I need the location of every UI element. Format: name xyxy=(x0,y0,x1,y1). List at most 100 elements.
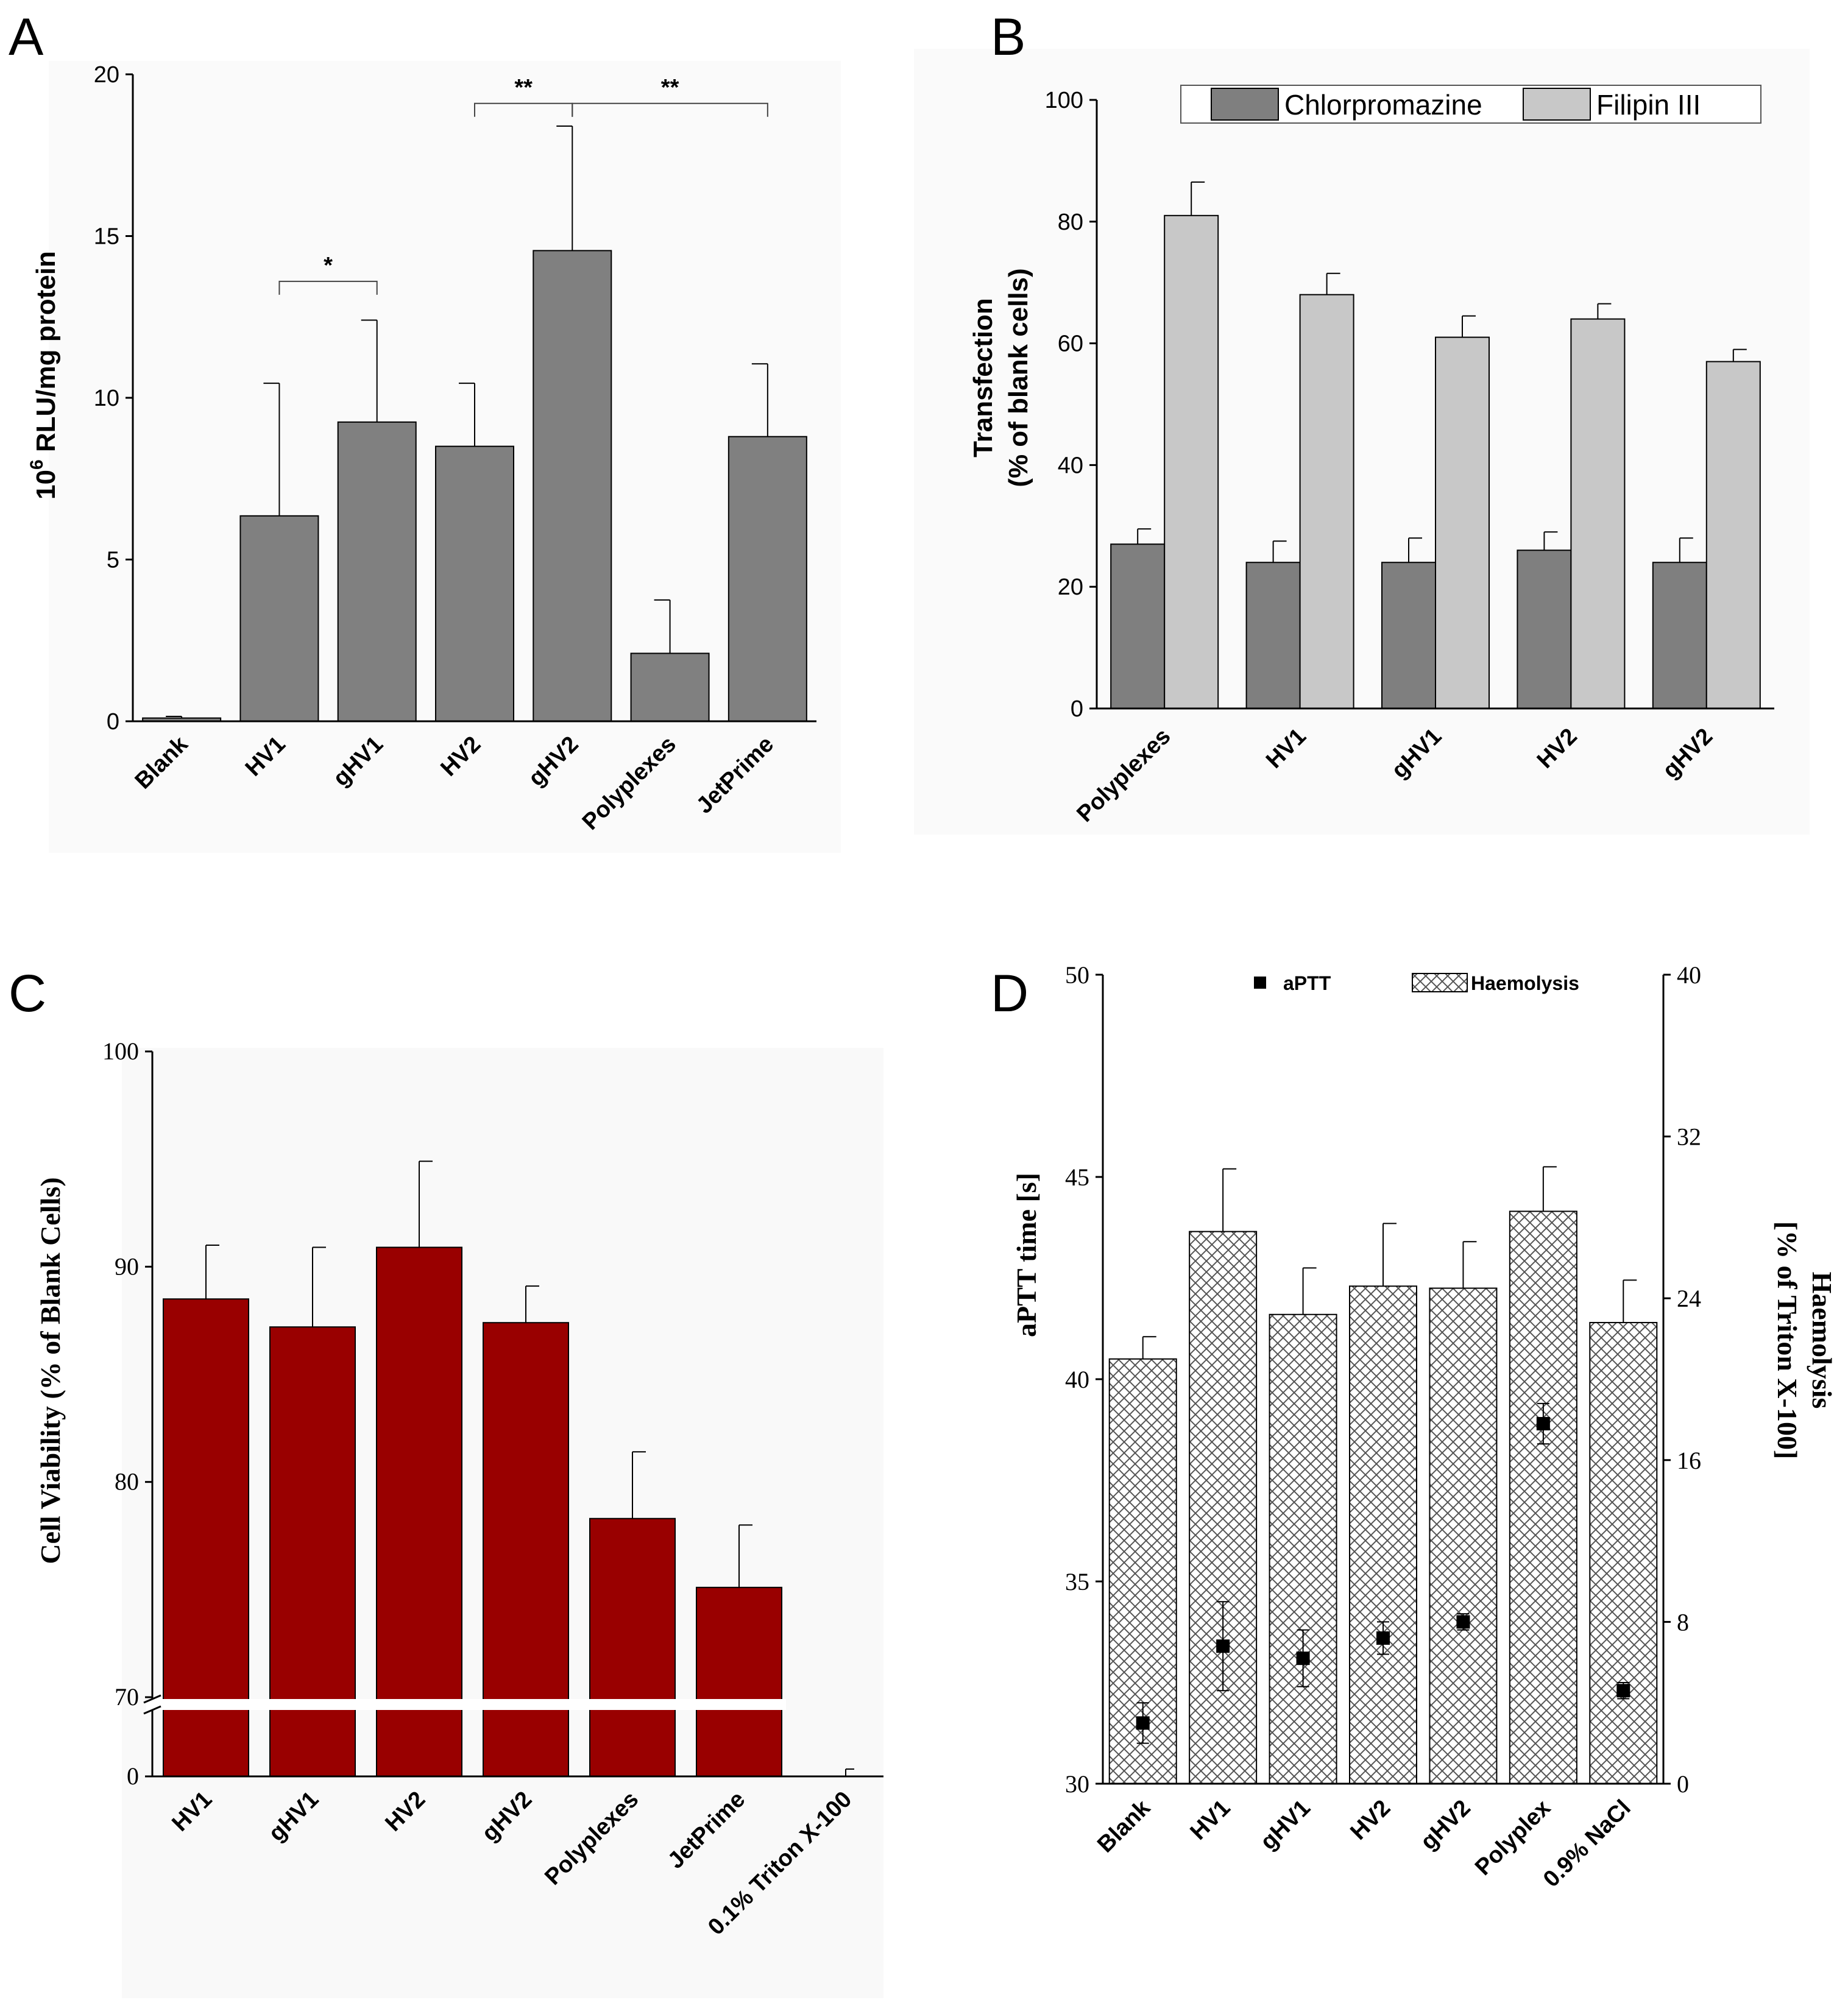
legend-label-haemolysis: Haemolysis xyxy=(1471,972,1579,994)
bar-b-filipin-iii-ghv2 xyxy=(1705,361,1761,709)
y-tick-label-c-80: 80 xyxy=(115,1468,139,1496)
bar-b-filipin-iii-hv2 xyxy=(1570,318,1626,709)
axis-break-band-c xyxy=(146,1699,786,1710)
y-tick-label-right-d-40: 40 xyxy=(1677,961,1701,989)
legend-marker-aptt xyxy=(1254,977,1266,989)
panel-label-b: B xyxy=(991,8,1025,66)
y-tick-label-a-10: 10 xyxy=(94,386,119,411)
y-tick-label-a-15: 15 xyxy=(94,224,119,250)
panel-a-bars xyxy=(142,125,807,722)
y-tick-label-a-0: 0 xyxy=(107,709,119,735)
bar-a-hv1 xyxy=(239,515,319,722)
panel-b-y-axis-title-line1: Transfection xyxy=(968,298,998,457)
bar-a-hv2 xyxy=(435,445,514,722)
y-tick-label-right-d-8: 8 xyxy=(1677,1608,1689,1636)
panel-a-y-ticks: 0 5 10 15 20 xyxy=(94,62,133,735)
bar-d-haemolysis-0-9-nacl xyxy=(1589,1322,1658,1785)
panel-d-right-y-axis-title-line1: Haemolysis xyxy=(1807,1272,1838,1409)
bar-a-ghv2 xyxy=(533,250,612,722)
axis-break-mark-bottom-c xyxy=(143,1705,161,1715)
significance-label-0: * xyxy=(324,253,333,278)
legend-label-filipin: Filipin III xyxy=(1596,89,1701,121)
y-tick-label-left-d-35: 35 xyxy=(1065,1568,1089,1595)
y-tick-label-right-d-24: 24 xyxy=(1677,1285,1701,1312)
panel-b-bars xyxy=(1110,181,1761,710)
legend-swatch-filipin xyxy=(1523,88,1591,121)
panel-d-legend: aPTT Haemolysis xyxy=(1254,972,1579,994)
bar-d-haemolysis-ghv2 xyxy=(1429,1287,1498,1785)
y-tick-label-b-100: 100 xyxy=(1045,88,1083,113)
panel-b-y-axis-title-line2: (% of blank cells) xyxy=(1004,268,1033,487)
bar-c-jetprime xyxy=(696,1586,782,1778)
bar-b-chlorpromazine-ghv1 xyxy=(1381,562,1436,709)
panel-d-points xyxy=(1136,1402,1630,1744)
point-d-aptt-blank xyxy=(1136,1716,1150,1730)
significance-label-2: ** xyxy=(661,75,679,101)
panel-c-y-axis-title: Cell Viability (% of Blank Cells) xyxy=(35,1177,66,1564)
y-tick-label-b-20: 20 xyxy=(1058,574,1083,600)
bar-a-ghv1 xyxy=(337,421,417,722)
bar-b-chlorpromazine-hv2 xyxy=(1517,549,1572,709)
bar-b-filipin-iii-hv1 xyxy=(1299,294,1354,709)
panel-c-axes xyxy=(143,1051,883,1778)
y-tick-label-right-d-32: 32 xyxy=(1677,1123,1701,1151)
y-tick-label-right-d-0: 0 xyxy=(1677,1770,1689,1798)
panel-d-left-y-axis-title: aPTT time [s] xyxy=(1011,1173,1042,1337)
bar-b-filipin-iii-ghv1 xyxy=(1435,336,1490,709)
y-tick-label-a-20: 20 xyxy=(94,62,119,88)
panel-a-y-axis-title: 106 RLU/mg protein xyxy=(27,251,61,500)
y-tick-label-a-5: 5 xyxy=(107,548,119,573)
panel-label-a: A xyxy=(9,8,44,66)
panel-label-d: D xyxy=(991,964,1028,1023)
bar-d-haemolysis-hv2 xyxy=(1349,1285,1417,1784)
panel-a-significance: *** ** xyxy=(278,75,768,295)
y-tick-label-left-d-30: 30 xyxy=(1065,1770,1089,1798)
bar-a-polyplexes xyxy=(630,652,710,722)
point-d-aptt-hv1 xyxy=(1216,1639,1230,1653)
y-tick-label-c-90: 90 xyxy=(115,1252,139,1280)
panel-b-axes xyxy=(1096,100,1774,710)
panel-c-y-ticks: 0 70 80 90 100 xyxy=(102,1037,152,1790)
bar-b-chlorpromazine-polyplexes xyxy=(1110,543,1166,710)
panel-d-right-y-axis-title-line2: [% of Triton X-100] xyxy=(1772,1221,1803,1460)
point-d-aptt-polyplex xyxy=(1536,1417,1550,1431)
panel-d-y-ticks: 30 35 40 45 50 0 8 16 24 32 40 xyxy=(1065,961,1701,1798)
bar-d-haemolysis-ghv1 xyxy=(1269,1313,1337,1784)
bar-a-jetprime xyxy=(728,436,807,722)
legend-label-chlorpromazine: Chlorpromazine xyxy=(1284,89,1482,121)
y-tick-label-b-40: 40 xyxy=(1058,453,1083,478)
point-d-aptt-ghv1 xyxy=(1296,1652,1310,1666)
y-tick-label-b-60: 60 xyxy=(1058,331,1083,357)
axis-break-mark-top-c xyxy=(143,1694,161,1704)
significance-label-1: ** xyxy=(514,75,533,101)
significance-bracket-0 xyxy=(278,280,378,295)
legend-swatch-chlorpromazine xyxy=(1211,88,1279,121)
y-tick-label-c-100: 100 xyxy=(102,1037,139,1065)
y-tick-label-left-d-50: 50 xyxy=(1065,961,1089,989)
y-tick-label-left-d-45: 45 xyxy=(1065,1164,1089,1191)
point-d-aptt-hv2 xyxy=(1376,1631,1390,1645)
y-tick-label-b-0: 0 xyxy=(1071,696,1083,722)
y-tick-label-c-70: 70 xyxy=(115,1683,139,1711)
bar-d-haemolysis-polyplex xyxy=(1509,1210,1577,1784)
y-tick-label-right-d-16: 16 xyxy=(1677,1447,1701,1474)
bar-b-chlorpromazine-hv1 xyxy=(1245,562,1301,709)
y-tick-label-c-0: 0 xyxy=(127,1762,139,1790)
significance-bracket-2 xyxy=(572,102,768,117)
point-d-aptt-ghv2 xyxy=(1456,1615,1470,1629)
legend-label-aptt: aPTT xyxy=(1283,972,1331,994)
bar-b-chlorpromazine-ghv2 xyxy=(1652,562,1707,709)
panel-b-legend: Chlorpromazine Filipin III xyxy=(1180,85,1761,124)
legend-swatch-haemolysis xyxy=(1412,973,1468,992)
panel-label-c: C xyxy=(9,964,46,1023)
bar-d-haemolysis-hv1 xyxy=(1189,1231,1258,1784)
bar-c-hv2 xyxy=(376,1246,462,1777)
bar-c-polyplexes xyxy=(589,1517,676,1778)
bar-b-filipin-iii-polyplexes xyxy=(1164,214,1219,709)
panel-d-bars xyxy=(1108,1166,1658,1785)
bar-c-hv1 xyxy=(163,1298,249,1777)
panel-b-y-ticks: 0 20 40 60 80 100 xyxy=(1045,88,1097,722)
y-tick-label-left-d-40: 40 xyxy=(1065,1366,1089,1393)
